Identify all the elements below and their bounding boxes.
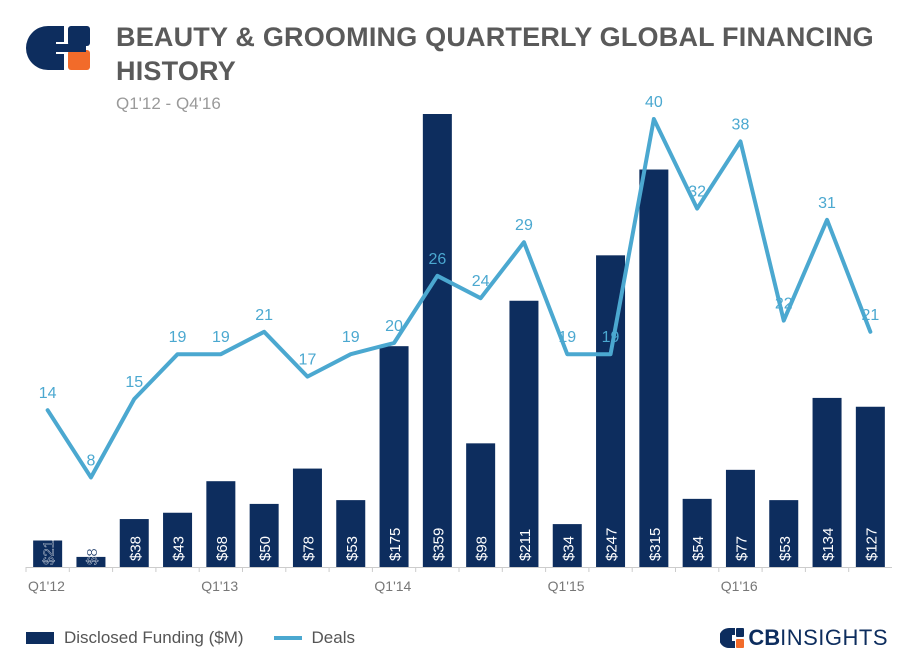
funding-data-label: $175: [387, 528, 404, 561]
deals-data-label: 38: [732, 116, 750, 133]
funding-bar: [76, 556, 106, 567]
deals-data-label: 24: [472, 273, 490, 290]
legend-label-funding: Disclosed Funding ($M): [64, 628, 244, 647]
funding-bar: [725, 469, 755, 567]
funding-data-label: $77: [733, 536, 750, 561]
funding-data-label: $134: [820, 528, 837, 561]
funding-bar: [292, 468, 322, 567]
funding-data-label: $211: [517, 529, 534, 561]
deals-data-label: 19: [602, 329, 620, 346]
funding-data-label: $53: [777, 536, 794, 561]
funding-bar: [249, 503, 279, 567]
funding-data-label: $38: [127, 536, 144, 561]
cb-insights-mark-icon: [720, 628, 745, 648]
deals-line: [45, 117, 873, 480]
deals-data-label: 22: [775, 296, 793, 313]
deals-data-label: 21: [255, 307, 273, 324]
funding-data-label: $98: [474, 536, 491, 561]
funding-data-label: $68: [214, 536, 231, 561]
funding-bar: [855, 406, 885, 567]
funding-data-label: $8: [84, 548, 101, 565]
x-tick-label: Q1'14: [374, 578, 411, 594]
funding-data-label: $21: [41, 540, 58, 565]
deals-data-label: 15: [125, 374, 143, 391]
funding-bar: [682, 498, 712, 567]
funding-bar: [163, 512, 193, 567]
funding-data-label: $34: [560, 536, 577, 561]
legend-swatch-funding: [26, 632, 54, 644]
deals-data-label: 32: [688, 184, 706, 201]
funding-data-label: $43: [171, 536, 188, 561]
funding-bar: [33, 540, 63, 567]
deals-data-label: 29: [515, 217, 533, 234]
deals-data-label: 20: [385, 318, 403, 335]
legend-swatch-deals: [273, 636, 302, 640]
funding-bar: [639, 169, 669, 568]
deals-data-label: 19: [169, 329, 187, 346]
funding-data-label: $359: [430, 528, 447, 561]
funding-bar: [422, 114, 452, 567]
chart-title: BEAUTY & GROOMING QUARTERLY GLOBAL FINAN…: [116, 22, 874, 86]
deals-data-label: 14: [39, 385, 57, 402]
funding-bar: [466, 443, 496, 567]
cb-insights-logo-icon: [26, 26, 90, 70]
brand-insights-text: INSIGHTS: [780, 625, 888, 650]
chart-subtitle: Q1'12 - Q4'16: [116, 94, 221, 113]
funding-data-label: $50: [257, 536, 274, 561]
x-tick-label: Q1'15: [548, 578, 585, 594]
funding-data-label: $53: [344, 536, 361, 561]
deals-data-label: 17: [299, 352, 317, 369]
cb-insights-brand: CB INSIGHTS: [720, 625, 888, 651]
funding-bar: [769, 500, 799, 567]
deals-data-label: 31: [818, 195, 836, 212]
funding-data-label: $78: [300, 536, 317, 561]
brand-cb-text: CB: [748, 625, 781, 650]
deals-data-label: 19: [342, 329, 360, 346]
deals-data-label: 19: [558, 329, 576, 346]
funding-data-label: $127: [863, 528, 880, 561]
funding-bar: [336, 500, 366, 567]
funding-data-label: $315: [647, 528, 664, 561]
funding-bar: [552, 524, 582, 567]
x-tick-label: Q1'16: [721, 578, 758, 594]
x-tick-label: Q1'12: [28, 578, 65, 594]
funding-bar: [379, 346, 409, 567]
deals-data-label: 26: [428, 251, 446, 268]
funding-bar: [206, 481, 236, 567]
funding-bar: [119, 519, 149, 567]
funding-data-label: $54: [690, 536, 707, 561]
legend-label-deals: Deals: [311, 628, 355, 647]
deals-data-label: 21: [861, 307, 879, 324]
funding-data-label: $247: [604, 528, 621, 561]
deals-data-label: 19: [212, 329, 230, 346]
funding-bar: [812, 397, 842, 567]
x-tick-label: Q1'13: [201, 578, 238, 594]
legend: Disclosed Funding ($M) Deals: [26, 626, 355, 650]
deals-data-label: 40: [645, 94, 663, 111]
funding-bar: [509, 300, 539, 567]
deals-data-label: 8: [86, 452, 95, 469]
